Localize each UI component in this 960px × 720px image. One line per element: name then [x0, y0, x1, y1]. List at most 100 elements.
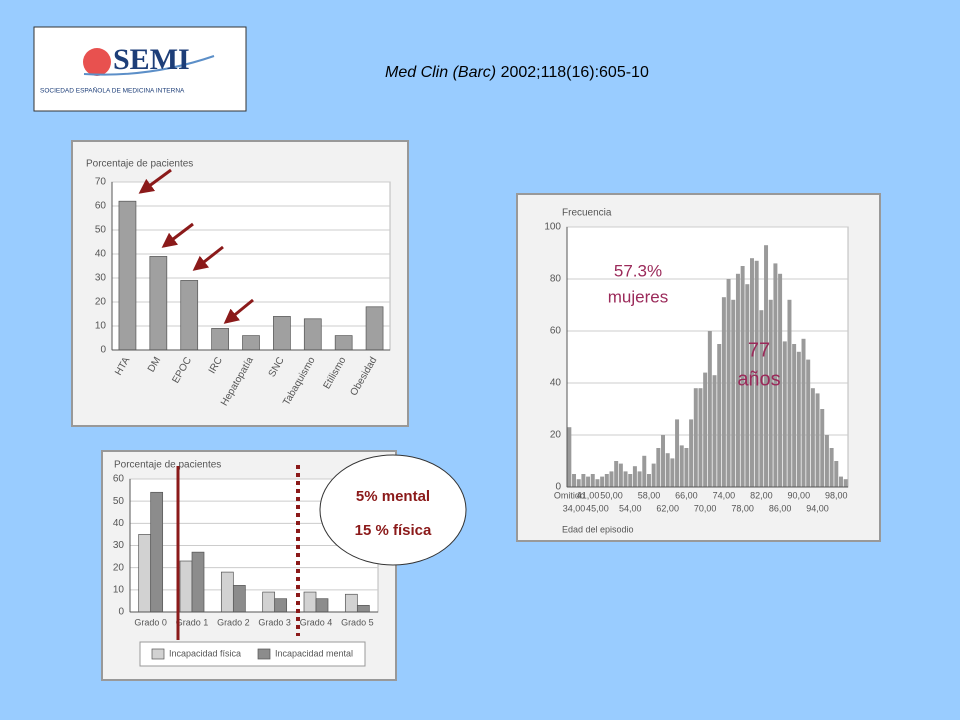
arrow	[138, 168, 172, 194]
bar	[838, 476, 843, 487]
y-tick-label: 0	[118, 607, 124, 618]
bar	[707, 331, 712, 487]
x-tick-label: Grado 2	[217, 617, 250, 627]
x-tick-label: 82,00	[750, 490, 773, 500]
y-tick-label: 40	[113, 518, 125, 529]
annotation: 57.3%	[614, 261, 662, 280]
legend-label: Incapacidad física	[169, 648, 241, 658]
x-tick-label: 41,00	[577, 490, 600, 500]
logo-box	[33, 26, 247, 112]
annotation: 77	[748, 339, 770, 361]
annotation: años	[737, 368, 780, 390]
bar	[824, 435, 829, 487]
bar	[810, 388, 815, 487]
y-tick-label: 80	[550, 274, 562, 285]
y-axis-label: Porcentaje de pacientes	[86, 159, 193, 170]
bar	[581, 474, 586, 487]
logo-swoosh	[83, 55, 215, 76]
bar	[689, 419, 694, 487]
bar	[232, 585, 246, 613]
bar	[150, 491, 164, 613]
x-tick-label: 34,00	[563, 503, 586, 513]
annotation: 5% mental	[356, 488, 430, 505]
callout	[319, 454, 467, 566]
y-tick-label: 60	[550, 326, 562, 337]
bar	[843, 479, 848, 487]
x-tick-label: 78,00	[731, 503, 754, 513]
bar	[792, 344, 797, 487]
bar	[703, 372, 708, 487]
bar	[717, 344, 722, 487]
bar	[567, 427, 572, 487]
bar	[773, 263, 778, 487]
bar	[632, 466, 637, 487]
x-tick-label: Grado 4	[300, 617, 333, 627]
y-tick-label: 0	[555, 482, 561, 493]
bar	[590, 474, 595, 487]
y-tick-label: 40	[550, 378, 562, 389]
bar	[303, 318, 322, 351]
annotation: mujeres	[608, 287, 668, 306]
bar	[768, 299, 773, 487]
logo-circle	[83, 48, 111, 76]
x-tick-label: 54,00	[619, 503, 642, 513]
bar	[693, 388, 698, 487]
bar	[801, 338, 806, 487]
legend-swatch	[257, 648, 271, 660]
bar	[614, 461, 619, 487]
bar	[778, 273, 783, 487]
citation-journal: Med Clin (Barc)	[385, 64, 496, 81]
bar	[665, 453, 670, 487]
bar	[356, 604, 370, 613]
y-axis-label: Porcentaje de pacientes	[114, 460, 221, 471]
bar	[180, 280, 199, 351]
bar	[754, 260, 759, 487]
x-tick-label: Omitido	[554, 490, 585, 500]
arrow	[223, 298, 254, 324]
bar	[726, 279, 731, 487]
bar	[637, 471, 642, 487]
bar	[303, 591, 317, 613]
bar	[642, 455, 647, 487]
y-tick-label: 100	[544, 222, 561, 233]
bar	[138, 534, 152, 613]
bar	[604, 474, 609, 487]
bar	[651, 463, 656, 487]
y-tick-label: 30	[113, 540, 125, 551]
bar	[576, 479, 581, 487]
x-tick-label: 62,00	[656, 503, 679, 513]
bar	[764, 245, 769, 487]
bar	[211, 328, 229, 351]
bar	[698, 388, 703, 487]
x-tick-label: Grado 0	[134, 617, 167, 627]
bar	[745, 284, 750, 487]
x-tick-label: 94,00	[806, 503, 829, 513]
bar	[750, 258, 754, 487]
y-tick-label: 50	[113, 496, 125, 507]
x-tick-label: 58,00	[638, 490, 661, 500]
x-tick-label: Grado 1	[176, 617, 209, 627]
legend-swatch	[151, 648, 165, 660]
x-axis-label: Edad del episodio	[562, 524, 634, 534]
bar	[179, 560, 193, 613]
bar	[242, 335, 260, 351]
bar	[684, 448, 689, 487]
x-tick-label: 90,00	[788, 490, 811, 500]
legend-label: Incapacidad mental	[275, 648, 353, 658]
y-tick-label: 50	[95, 225, 107, 236]
y-axis-label: Frecuencia	[562, 208, 612, 219]
y-tick-label: 20	[95, 297, 107, 308]
bar	[796, 351, 801, 487]
bar	[334, 335, 353, 351]
bar	[315, 598, 329, 613]
x-tick-label: Grado 5	[341, 617, 374, 627]
bar	[782, 341, 787, 487]
bar	[820, 409, 825, 487]
bar	[118, 200, 137, 351]
y-tick-label: 20	[550, 430, 562, 441]
x-tick-label: 70,00	[694, 503, 717, 513]
bar	[712, 375, 717, 487]
bar	[220, 571, 234, 613]
y-tick-label: 70	[95, 177, 107, 188]
